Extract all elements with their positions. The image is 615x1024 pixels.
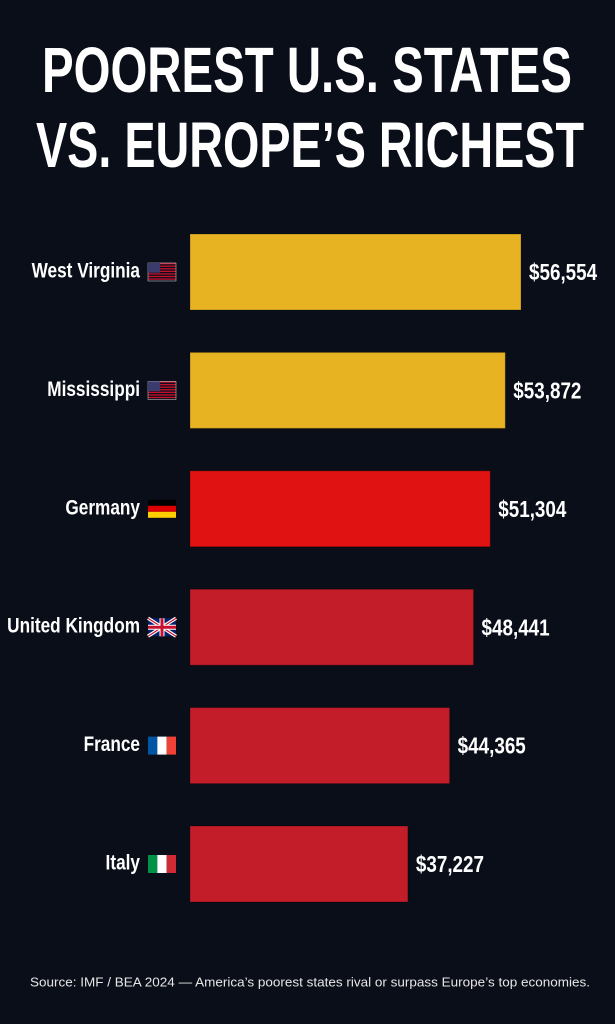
flag-stripe	[148, 270, 176, 272]
chart-title: VS. EUROPE’S RICHEST	[36, 109, 584, 181]
flag-stripe	[148, 275, 176, 278]
chart-title: POOREST U.S. STATES	[42, 34, 572, 106]
value-label: $48,441	[482, 616, 550, 641]
flag-stripe	[148, 396, 176, 399]
flag-icon	[147, 262, 177, 282]
flag-canton	[148, 381, 160, 392]
flag-icon	[147, 616, 177, 638]
flag-icon	[148, 736, 176, 755]
flag-stripe	[148, 278, 176, 280]
flag-icon	[147, 381, 177, 400]
flag-stripe	[166, 736, 176, 755]
bar	[189, 707, 451, 785]
flag-stripe	[148, 381, 176, 383]
category-label: West Virginia	[32, 260, 141, 283]
bar	[189, 351, 506, 429]
flag-stripe	[148, 386, 176, 388]
flag-stripe	[148, 265, 176, 267]
flag-stripe	[148, 855, 158, 873]
value-label: $53,872	[513, 379, 581, 404]
flag-stripe	[148, 263, 176, 265]
flag-cross	[148, 618, 176, 637]
flag-stripe	[148, 511, 176, 518]
value-label: $44,365	[458, 734, 526, 759]
flag-stripe	[157, 855, 167, 873]
category-label: France	[84, 734, 141, 757]
flag-stripe	[148, 268, 176, 270]
bar	[189, 470, 491, 548]
flag-stripe	[148, 383, 176, 386]
flag-stripe	[148, 736, 158, 755]
flag-stripe	[148, 391, 176, 393]
category-label: Germany	[65, 497, 140, 520]
flag-stripe	[148, 394, 176, 396]
source-note: Source: IMF / BEA 2024 — America’s poore…	[30, 975, 590, 989]
flag-icon	[148, 855, 176, 873]
flag-stripe	[157, 736, 167, 755]
value-label: $37,227	[416, 852, 484, 877]
flag-icon	[148, 499, 176, 518]
bar	[189, 588, 475, 666]
value-label: $51,304	[498, 497, 566, 522]
flag-stripe	[148, 389, 176, 391]
flag-stripe	[148, 499, 176, 506]
flag-stripe	[166, 855, 176, 873]
flag-stripe	[148, 273, 176, 275]
category-label: Italy	[106, 852, 141, 875]
value-label: $56,554	[529, 260, 597, 285]
category-label: United Kingdom	[7, 615, 140, 638]
bar	[189, 825, 409, 903]
flag-canton	[148, 263, 160, 273]
bar	[189, 233, 522, 311]
flag-stripe	[148, 505, 176, 512]
category-label: Mississippi	[47, 378, 140, 401]
